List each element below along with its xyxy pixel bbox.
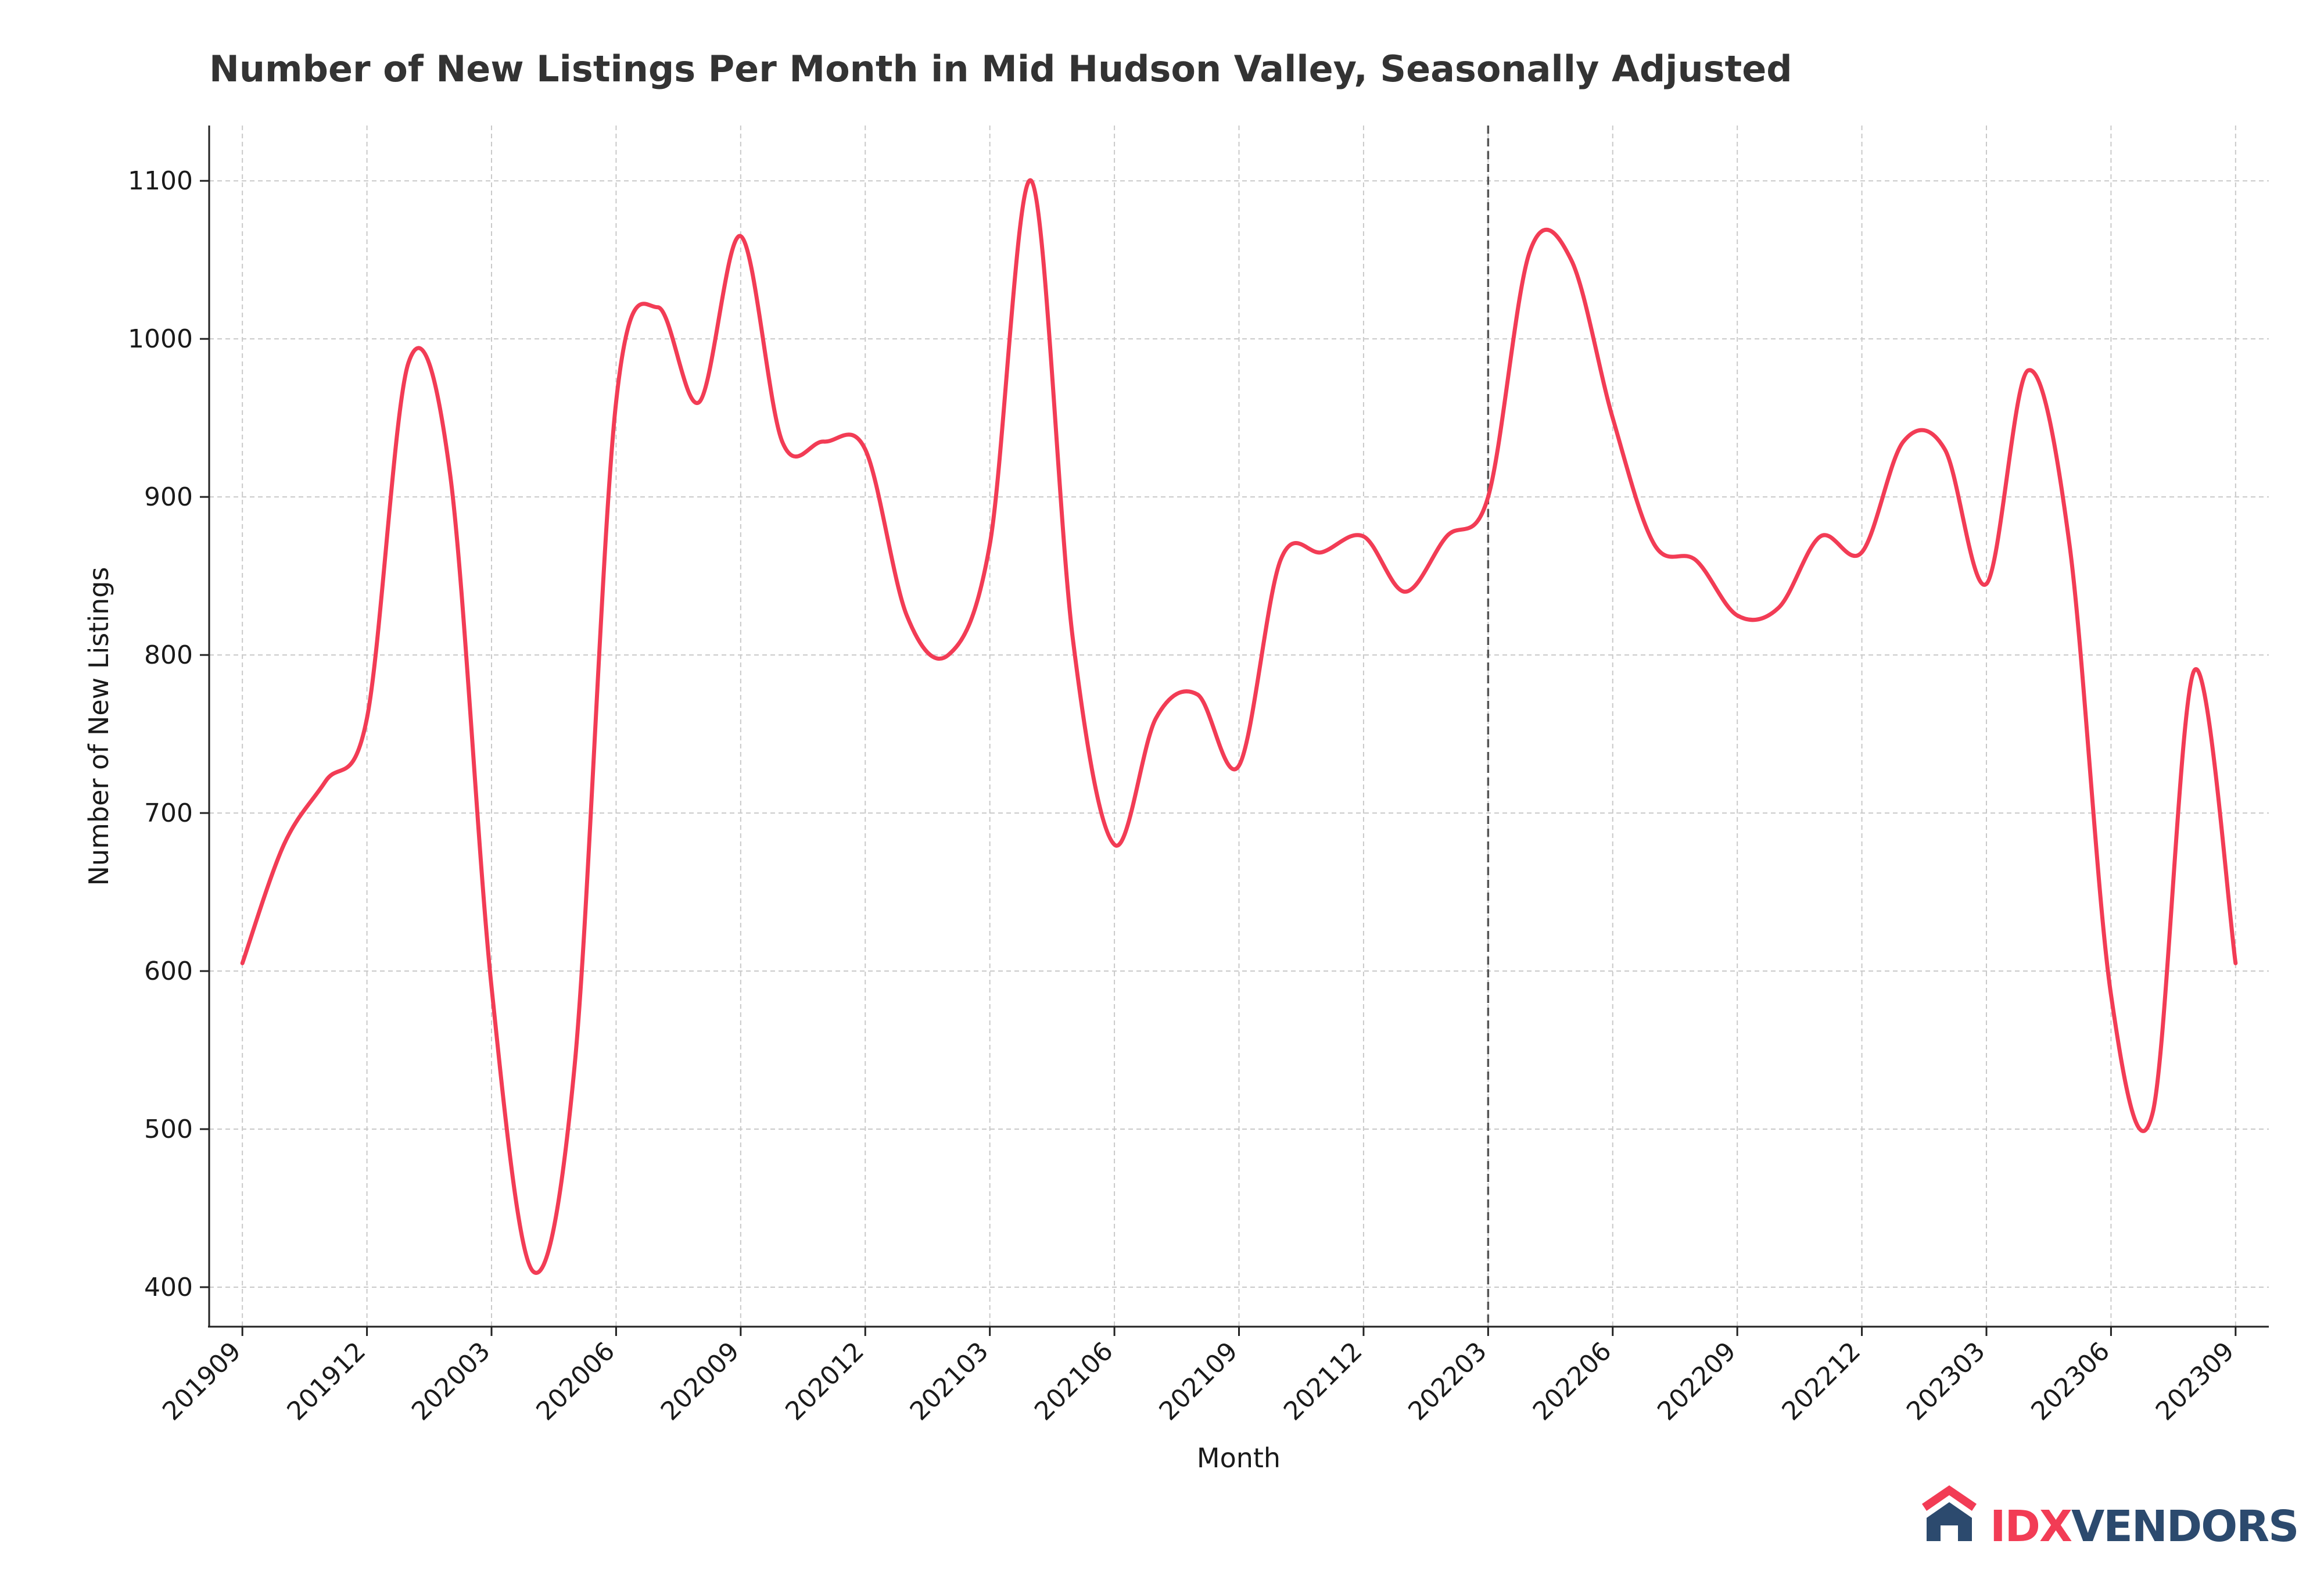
house-icon [1922,1485,1977,1541]
x-ticks: 201909 201912 202003 202006 202009 202012 2021… [157,1327,2240,1427]
x-tick-label: 202303 [1901,1337,1991,1427]
series-line [240,178,2238,1275]
x-tick-label: 202012 [780,1337,870,1427]
x-tick-label: 201912 [282,1337,372,1427]
y-tick-label: 1000 [128,324,193,354]
y-tick-label: 600 [144,957,193,986]
brand-text-idx: IDX [1990,1502,2072,1552]
y-tick-label: 500 [144,1115,193,1144]
x-tick-label: 201909 [157,1337,247,1427]
y-axis-label: Number of New Listings [83,567,114,886]
x-tick-label: 202103 [905,1337,995,1427]
x-tick-label: 202006 [530,1337,621,1427]
grid [209,126,2269,1327]
y-ticks: 400 500 600 700 800 900 1000 1100 [128,166,209,1302]
x-tick-label: 202309 [2150,1337,2240,1427]
x-tick-label: 202112 [1278,1337,1368,1427]
y-tick-label: 700 [144,798,193,828]
x-tick-label: 202209 [1652,1337,1742,1427]
x-tick-label: 202306 [2025,1337,2115,1427]
x-axis-label: Month [1197,1442,1281,1474]
x-tick-label: 202212 [1777,1337,1867,1427]
x-tick-label: 202109 [1153,1337,1243,1427]
chart-title: Number of New Listings Per Month in Mid … [209,48,1792,90]
x-tick-label: 202106 [1029,1337,1119,1427]
x-tick-label: 202206 [1527,1337,1618,1427]
brand-wordmark: IDXVENDORS [1990,1502,2298,1552]
y-tick-label: 800 [144,640,193,670]
x-tick-label: 202003 [406,1337,496,1427]
y-tick-label: 1100 [128,166,193,196]
brand-logo: IDXVENDORS [1922,1485,2299,1552]
series-lines [240,178,2238,1275]
x-tick-label: 202009 [655,1337,745,1427]
brand-text-vendors: VENDORS [2071,1502,2298,1552]
y-tick-label: 900 [144,482,193,512]
y-tick-label: 400 [144,1273,193,1302]
x-tick-label: 202203 [1403,1337,1493,1427]
